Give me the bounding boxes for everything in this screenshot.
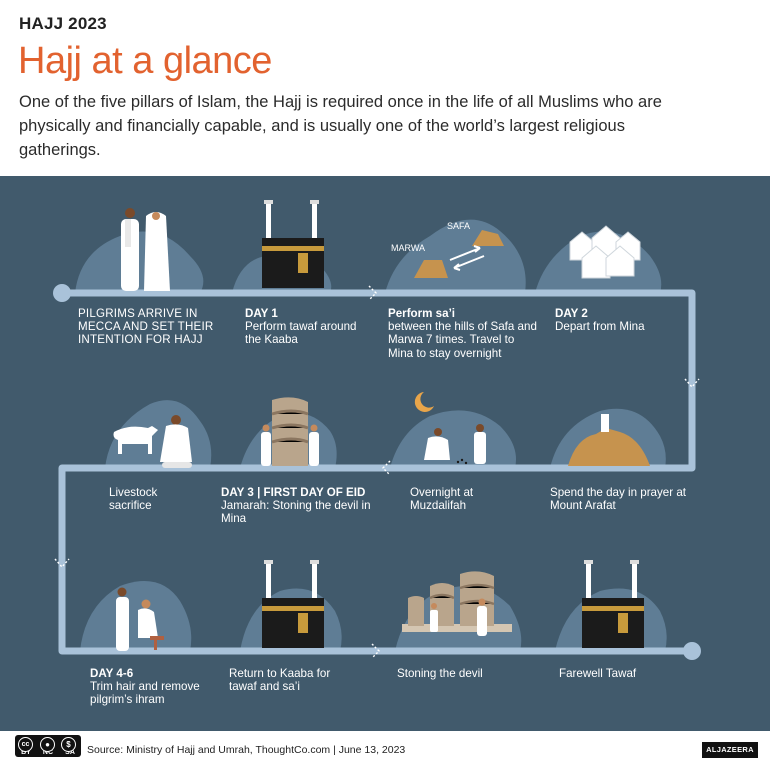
step-farewell: Farewell Tawaf [559, 667, 689, 680]
jamarah-pillar-icon [261, 397, 319, 466]
step-sacrifice: Livestock sacrifice [109, 486, 189, 512]
mount-arafat-icon [568, 414, 650, 466]
muzdalifah-icon [414, 392, 486, 465]
step-sacrifice-text: Livestock sacrifice [109, 486, 158, 513]
kaaba-icon [262, 200, 324, 288]
step-return-text: Return to Kaaba for tawaf and sa’i [229, 667, 331, 694]
step-day1-heading: DAY 1 [245, 307, 278, 320]
step-day4-6-heading: DAY 4-6 [90, 667, 134, 680]
license-nc: NC [42, 749, 54, 756]
nc-sa-icon: $ [61, 737, 76, 752]
license-by: BY [21, 749, 31, 756]
livestock-sacrifice-icon [113, 415, 192, 468]
step-day2: DAY 2 Depart from Mina [555, 307, 685, 333]
step-arrival-text: PILGRIMS ARRIVE IN MECCA AND SET THEIR I… [78, 307, 214, 347]
source-line: Source: Ministry of Hajj and Umrah, Thou… [87, 744, 406, 756]
safa-label: SAFA [447, 221, 471, 231]
safa-marwa-hills-icon [414, 230, 504, 278]
step-farewell-text: Farewell Tawaf [559, 667, 637, 680]
step-day2-heading: DAY 2 [555, 307, 588, 320]
step-muzdalifah: Overnight at Muzdalifah [410, 486, 510, 512]
pilgrims-icon [121, 208, 170, 291]
kicker: HAJJ 2023 [19, 14, 107, 33]
creative-commons-badge: cc ● $ BY NC SA [15, 735, 81, 757]
page-subtitle: One of the five pillars of Islam, the Ha… [19, 93, 662, 159]
step-arafat: Spend the day in prayer at Mount Arafat [550, 486, 695, 512]
cc-icon: cc [18, 737, 33, 752]
by-icon: ● [40, 737, 55, 752]
hair-trim-icon [116, 587, 164, 651]
end-node [683, 642, 701, 660]
direction-chevrons [54, 285, 700, 659]
mina-tents-icon [569, 225, 641, 279]
step-muzdalifah-text: Overnight at Muzdalifah [410, 486, 474, 513]
step-sai: Perform sa’i between the hills of Safa a… [388, 307, 538, 360]
timeline-panel: SAFA MARWA [0, 176, 770, 731]
step-day3-text: Jamarah: Stoning the devil in Mina [221, 499, 371, 526]
start-node [53, 284, 71, 302]
step-day3: DAY 3 | FIRST DAY OF EID Jamarah: Stonin… [221, 486, 371, 526]
kaaba-return-icon [262, 560, 324, 648]
kaaba-farewell-icon [582, 560, 644, 648]
page-title: Hajj at a glance [18, 40, 272, 82]
step-stoning: Stoning the devil [397, 667, 527, 680]
step-sai-heading: Perform sa’i [388, 307, 456, 320]
stoning-pillars-icon [402, 571, 512, 636]
step-sai-text: between the hills of Safa and Marwa 7 ti… [388, 320, 537, 360]
step-day1: DAY 1 Perform tawaf around the Kaaba [245, 307, 375, 347]
step-stoning-text: Stoning the devil [397, 667, 483, 680]
footer: cc ● $ BY NC SA Source: Ministry of Hajj… [0, 731, 770, 770]
step-arrival: PILGRIMS ARRIVE IN MECCA AND SET THEIR I… [78, 307, 228, 347]
step-day2-text: Depart from Mina [555, 320, 645, 334]
license-sa: SA [65, 749, 75, 756]
step-return: Return to Kaaba for tawaf and sa’i [229, 667, 359, 693]
step-day4-6: DAY 4-6 Trim hair and remove pilgrim’s i… [90, 667, 200, 707]
step-arafat-text: Spend the day in prayer at Mount Arafat [550, 486, 686, 513]
marwa-label: MARWA [391, 243, 426, 253]
step-day1-text: Perform tawaf around the Kaaba [245, 320, 357, 347]
step-day3-heading: DAY 3 | FIRST DAY OF EID [221, 486, 366, 499]
aljazeera-logo: ALJAZEERA [702, 742, 758, 758]
step-day4-6-text: Trim hair and remove pilgrim’s ihram [90, 680, 200, 707]
